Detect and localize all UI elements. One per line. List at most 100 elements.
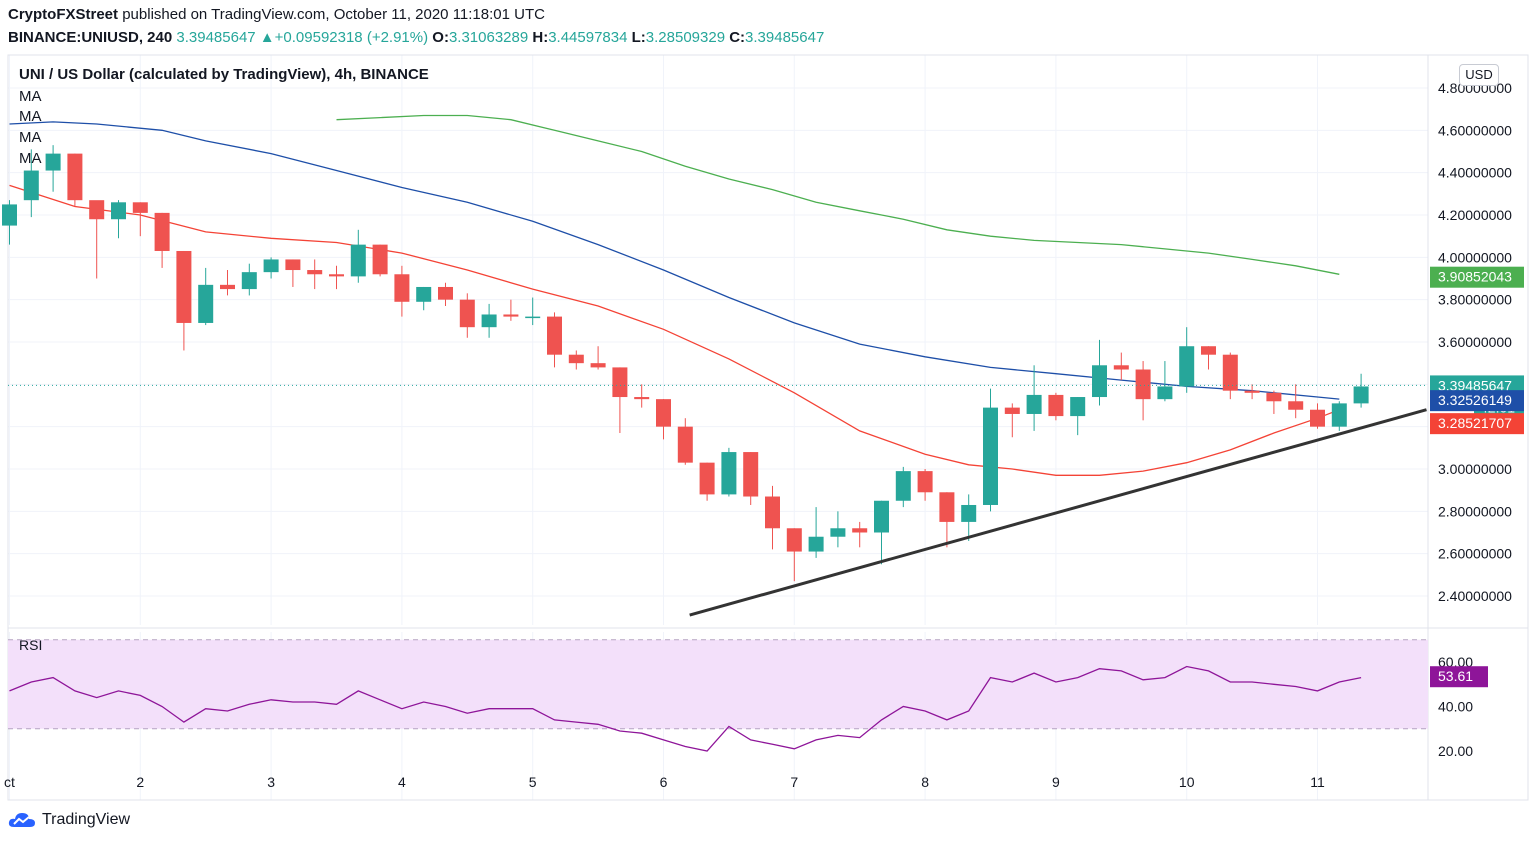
publisher-name[interactable]: CryptoFXStreet xyxy=(8,6,119,23)
candle-body xyxy=(1201,346,1216,355)
rsi-tick-label: 40.00 xyxy=(1438,699,1473,715)
candle-body xyxy=(1070,397,1086,417)
time-tick-label: 3 xyxy=(267,774,275,790)
price-label-text: 3.39485647 xyxy=(1438,377,1512,393)
candle-body xyxy=(263,259,279,273)
candle-body xyxy=(895,471,911,501)
candle-body xyxy=(525,316,541,319)
rsi-legend[interactable]: RSI xyxy=(19,637,43,653)
candle-body xyxy=(1222,354,1238,391)
chart-legend-title: UNI / US Dollar (calculated by TradingVi… xyxy=(19,66,429,83)
time-tick-label: 5 xyxy=(529,774,537,790)
open-label: O: xyxy=(432,29,449,46)
time-tick-label: 8 xyxy=(921,774,929,790)
candle-body xyxy=(568,354,584,364)
rsi-tick-label: 20.00 xyxy=(1438,743,1473,759)
candle-body xyxy=(394,274,410,302)
grid xyxy=(8,55,1428,800)
candle-body xyxy=(89,200,105,220)
tradingview-logo[interactable]: TradingView xyxy=(8,811,130,829)
ma-legend-2[interactable]: MA xyxy=(19,108,42,125)
candle-body xyxy=(1004,407,1020,414)
candle-body xyxy=(438,286,453,300)
candle-body xyxy=(721,452,737,495)
price-label-text: 3.28521707 xyxy=(1438,415,1512,431)
candle-body xyxy=(939,492,955,522)
candle-body xyxy=(1092,365,1107,398)
time-tick-label: 9 xyxy=(1052,774,1060,790)
candle-body xyxy=(961,504,977,522)
candle-body xyxy=(1266,392,1282,402)
candle-body xyxy=(983,407,998,505)
candle-body xyxy=(23,170,39,201)
time-tick-label: 6 xyxy=(660,774,668,790)
high-value: 3.44597834 xyxy=(548,29,628,46)
time-tick-label: 2 xyxy=(136,774,144,790)
candle-body xyxy=(743,452,759,497)
low-value: 3.28509329 xyxy=(645,29,726,46)
pane-frame xyxy=(7,54,1529,801)
price-label-text: 3.90852043 xyxy=(1438,269,1512,285)
close-value: 3.39485647 xyxy=(745,29,825,46)
price-tick-label: 4.40000000 xyxy=(1438,165,1512,181)
candle-body xyxy=(1179,346,1195,387)
ma-line-2 xyxy=(9,121,1340,400)
candle-body xyxy=(634,397,650,400)
candle-body xyxy=(285,259,301,271)
ma-legend-3[interactable]: MA xyxy=(19,129,42,146)
time-tick-label: ct xyxy=(4,774,15,790)
price-label-box xyxy=(1430,266,1524,288)
rsi-series xyxy=(9,665,1362,752)
publish-line: CryptoFXStreet published on TradingView.… xyxy=(8,6,545,23)
branding-text: TradingView xyxy=(42,811,131,828)
candle-body xyxy=(241,272,257,290)
candle-body xyxy=(481,314,497,328)
candle-body xyxy=(1331,403,1347,427)
candle-body xyxy=(503,314,519,317)
time-tick-label: 10 xyxy=(1179,774,1195,790)
candle-body xyxy=(132,202,148,213)
rsi-value-text: 53.61 xyxy=(1438,668,1473,684)
price-labels: 3.908520433.3948564742:013.325261493.285… xyxy=(1430,266,1524,688)
candle-body xyxy=(111,202,126,220)
candle-body xyxy=(808,536,824,552)
candle-body xyxy=(416,286,432,302)
candle-body xyxy=(307,270,323,275)
candle-body xyxy=(699,462,715,495)
price-tick-label: 4.20000000 xyxy=(1438,207,1512,223)
candles xyxy=(2,145,1369,582)
time-tick-label: 11 xyxy=(1310,774,1325,790)
ma-legend-4[interactable]: MA xyxy=(19,150,42,167)
candle-body xyxy=(329,274,344,277)
candle-body xyxy=(176,250,192,323)
price-label-box xyxy=(1430,390,1524,412)
price-tick-label: 4.60000000 xyxy=(1438,122,1512,138)
rsi-line xyxy=(9,665,1362,752)
candle-body xyxy=(656,399,671,427)
high-label: H: xyxy=(532,29,549,46)
candle-body xyxy=(917,471,933,493)
candle-body xyxy=(1135,369,1151,400)
ma-legend-1[interactable]: MA xyxy=(19,88,42,105)
price-label-text: 3.32526149 xyxy=(1438,392,1512,408)
candle-body xyxy=(1157,386,1173,400)
candle-body xyxy=(590,363,606,368)
candle-body xyxy=(1310,409,1325,427)
currency-badge[interactable]: USD xyxy=(1459,64,1499,86)
candle-body xyxy=(459,299,475,328)
candle-body xyxy=(1244,390,1260,393)
candle-body xyxy=(1353,386,1369,404)
symbol-line: BINANCE:UNIUSD, 240 3.39485647 ▲+0.09592… xyxy=(8,29,824,46)
candle-body xyxy=(830,528,846,537)
ma-line-1 xyxy=(336,114,1340,275)
open-value: 3.31063289 xyxy=(448,29,529,46)
ma-line-3 xyxy=(9,184,1340,476)
candle-body xyxy=(2,204,17,226)
candle-body xyxy=(765,496,780,529)
candle-body xyxy=(198,284,214,323)
price-tick-label: 2.60000000 xyxy=(1438,546,1512,562)
candle-body xyxy=(372,244,388,275)
rsi-tick-label: 60.00 xyxy=(1438,654,1473,670)
price-tick-label: 4.00000000 xyxy=(1438,249,1512,265)
